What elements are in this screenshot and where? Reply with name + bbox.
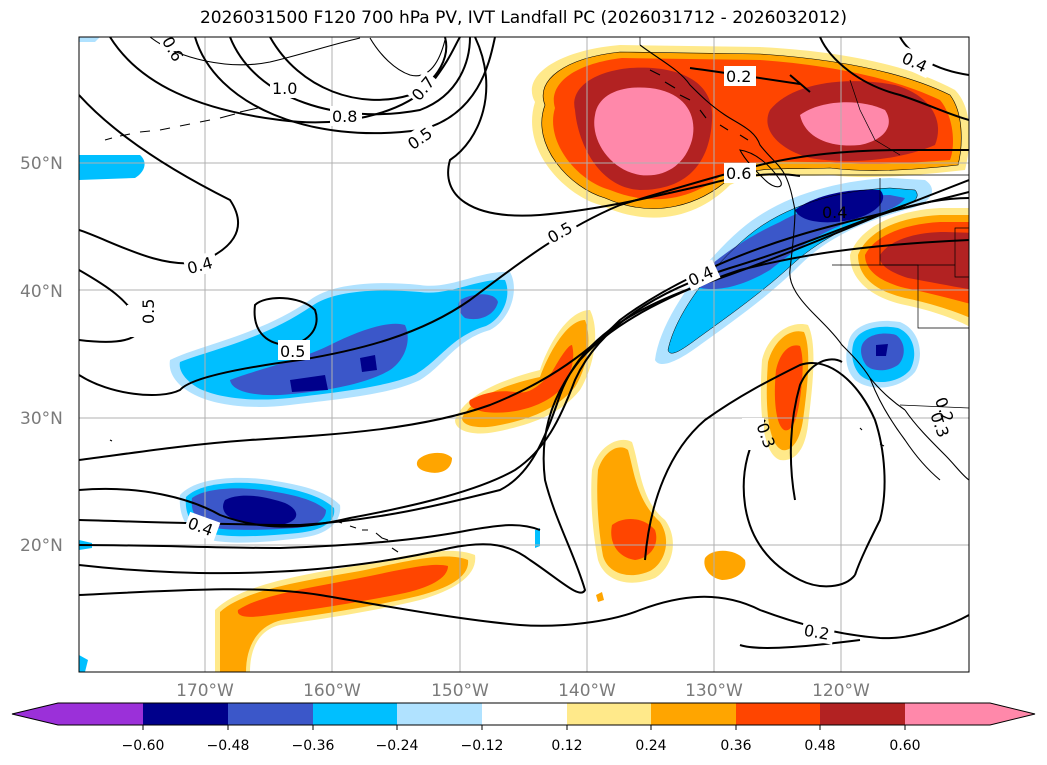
colorbar-segment xyxy=(651,703,736,725)
colorbar-segment xyxy=(313,703,397,725)
contour-label: 1.0 xyxy=(272,79,297,98)
lat-tick-label: 20°N xyxy=(20,536,63,556)
country-borders xyxy=(639,37,969,409)
colorbar-segment xyxy=(736,703,820,725)
colorbar-label: 0.60 xyxy=(889,738,920,754)
lon-tick-label: 150°W xyxy=(431,681,489,701)
colorbar-segment xyxy=(143,703,228,725)
negative-anomaly-central-pacific xyxy=(169,271,514,407)
colorbar-label: 0.48 xyxy=(804,738,835,754)
lon-tick-label: 160°W xyxy=(303,681,361,701)
negative-anomaly-socal xyxy=(846,320,920,388)
contour-label: 0.6 xyxy=(726,164,751,183)
lon-tick-labels: 170°W 160°W 150°W 140°W 130°W 120°W xyxy=(176,681,870,701)
colorbar-label: −0.36 xyxy=(292,738,335,754)
lat-tick-label: 40°N xyxy=(20,282,63,302)
lat-tick-label: 50°N xyxy=(20,154,63,174)
map-frame xyxy=(78,36,970,673)
colorbar-segment-extend-high xyxy=(905,703,1035,725)
colorbar-segment xyxy=(397,703,482,725)
colorbar-segment xyxy=(228,703,313,725)
contour-label: 0.8 xyxy=(332,107,357,126)
positive-anomaly-140w-subtropics xyxy=(591,439,746,602)
chart-title: 2026031500 F120 700 hPa PV, IVT Landfall… xyxy=(199,8,847,28)
contour-label: 0.4 xyxy=(822,203,847,222)
positive-anomaly-central-pacific xyxy=(416,310,596,473)
colorbar-label: 0.36 xyxy=(720,738,751,754)
negative-anomaly-corner-sw xyxy=(79,655,88,672)
contour-label: 0.5 xyxy=(280,342,305,361)
positive-anomaly-interior-west xyxy=(850,208,969,327)
colorbar-segment xyxy=(482,703,567,725)
colorbar-label: −0.60 xyxy=(122,738,165,754)
negative-anomaly-small xyxy=(535,528,540,548)
negative-anomaly-west-edge xyxy=(79,155,145,180)
positive-anomaly-gulf-alaska xyxy=(531,45,969,218)
gridlines xyxy=(79,37,969,672)
lon-tick-label: 130°W xyxy=(685,681,743,701)
colorbar-label: −0.24 xyxy=(376,738,419,754)
colorbar-segment xyxy=(820,703,905,725)
positive-anomaly-offshore-california xyxy=(760,324,814,461)
colorbar-outline xyxy=(11,702,1036,726)
colorbar-segment-extend-low xyxy=(12,703,143,725)
pv-contours xyxy=(79,37,969,649)
positive-anomaly-south-streak xyxy=(215,550,476,672)
contour-label: 0.5 xyxy=(139,299,158,324)
negative-anomaly-corner xyxy=(79,37,100,42)
lat-tick-label: 30°N xyxy=(20,409,63,429)
lon-tick-label: 120°W xyxy=(812,681,870,701)
negative-anomaly-pacific-nw xyxy=(655,178,933,365)
lat-tick-labels: 50°N 40°N 30°N 20°N xyxy=(20,154,63,556)
colorbar-label: −0.48 xyxy=(207,738,250,754)
contour-label: 0.2 xyxy=(726,67,751,86)
colorbar-label: 0.12 xyxy=(551,738,582,754)
colorbar-label: 0.24 xyxy=(635,738,666,754)
colorbar-label: −0.12 xyxy=(461,738,504,754)
map-layers: 1.0 0.8 0.7 0.6 0.5 0.5 0.4 0.5 0.5 0.2 … xyxy=(79,37,969,672)
colorbar: −0.60 −0.48 −0.36 −0.24 −0.12 0.12 0.24 … xyxy=(11,702,1036,754)
lon-tick-label: 170°W xyxy=(176,681,234,701)
contour-label: 0.2 xyxy=(802,621,830,644)
lon-tick-label: 140°W xyxy=(558,681,616,701)
colorbar-segment xyxy=(567,703,651,725)
contour-labels: 1.0 0.8 0.7 0.6 0.5 0.5 0.4 0.5 0.5 0.2 … xyxy=(127,37,958,645)
negative-anomaly-hawaii xyxy=(179,477,341,543)
